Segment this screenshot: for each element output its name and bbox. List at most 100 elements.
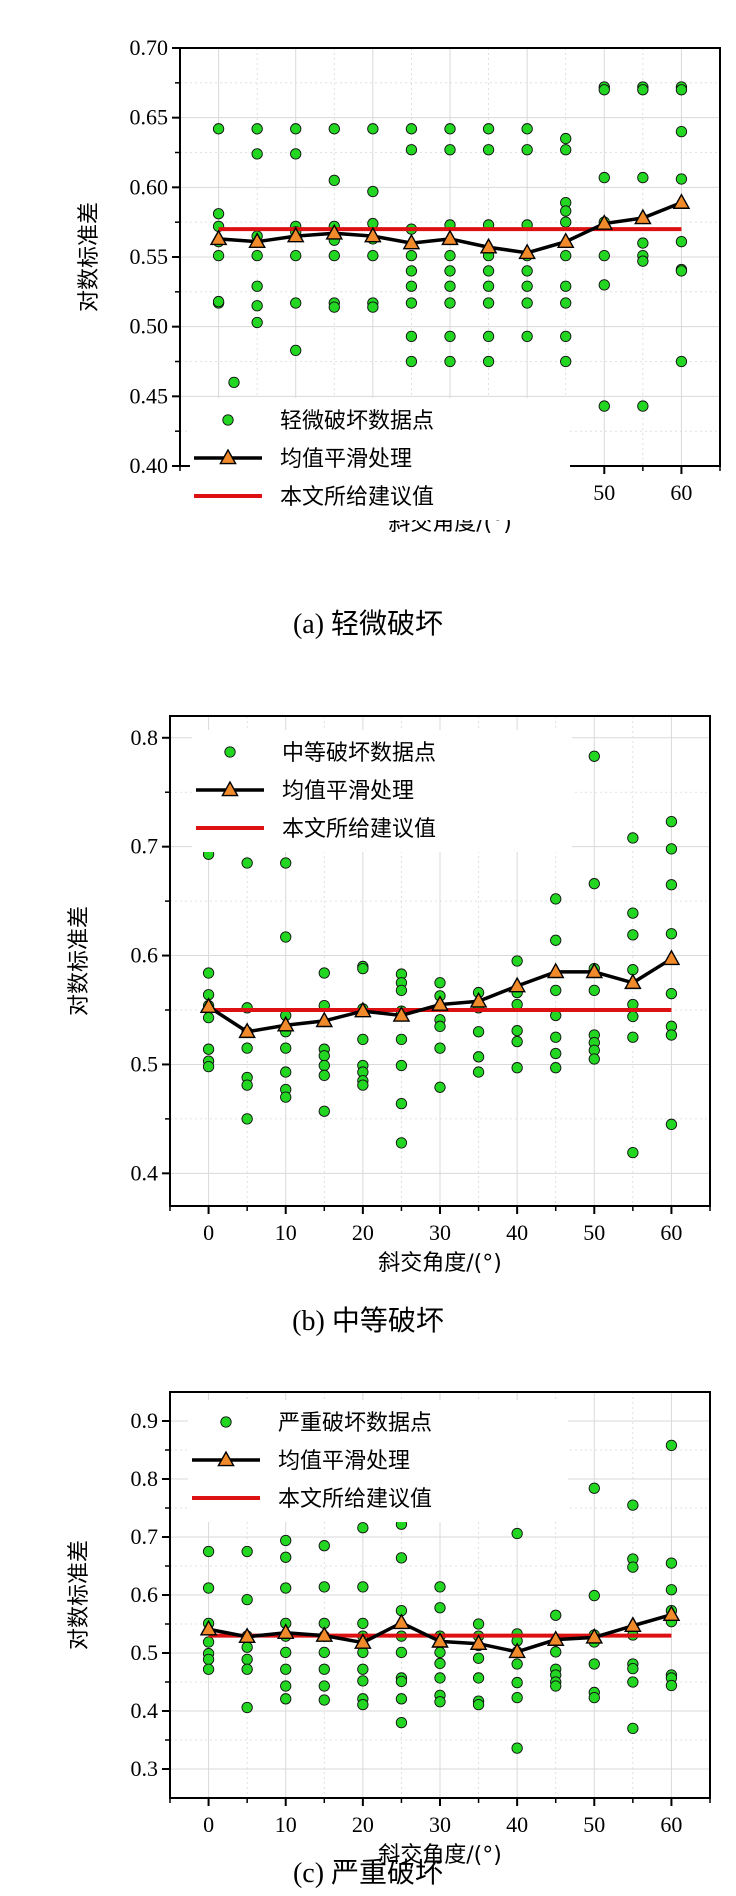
data-point xyxy=(598,84,610,96)
legend-line-label: 均值平滑处理 xyxy=(278,1449,410,1474)
data-point xyxy=(318,967,330,979)
data-point xyxy=(280,1646,292,1659)
data-point xyxy=(627,1010,639,1023)
y-axis-title: 对数标准差 xyxy=(77,202,102,312)
data-point xyxy=(280,1066,292,1078)
data-point xyxy=(434,1696,446,1708)
data-point xyxy=(395,1646,408,1659)
y-tick-label: 0.8 xyxy=(131,725,159,750)
data-point xyxy=(560,205,572,217)
data-point xyxy=(444,297,456,309)
data-point xyxy=(367,249,379,262)
data-point xyxy=(405,280,418,292)
x-axis-title: 斜交角度/(°) xyxy=(378,1843,502,1868)
mean-marker xyxy=(595,214,614,230)
data-point xyxy=(511,1658,523,1670)
data-point xyxy=(550,934,562,946)
data-point xyxy=(241,1701,253,1714)
data-point xyxy=(318,1059,330,1072)
mean-marker xyxy=(248,232,266,248)
mean-marker xyxy=(508,1642,526,1659)
data-point xyxy=(472,1026,485,1038)
data-point xyxy=(328,301,340,313)
legend-scatter-label: 严重破坏数据点 xyxy=(278,1411,432,1436)
mean-marker xyxy=(624,973,642,990)
y-tick-label: 0.5 xyxy=(131,1051,159,1076)
mean-marker xyxy=(469,991,488,1008)
data-point xyxy=(588,1053,600,1065)
mean-marker xyxy=(672,193,691,209)
legend-line-label: 均值平滑处理 xyxy=(282,779,414,804)
data-point xyxy=(444,355,456,368)
data-point xyxy=(251,316,263,329)
mean-marker xyxy=(479,237,498,254)
data-point xyxy=(202,1653,215,1666)
data-point xyxy=(434,1042,446,1054)
y-tick-label: 0.45 xyxy=(130,383,169,408)
mean-marker xyxy=(209,229,228,246)
data-point xyxy=(550,1646,562,1658)
panel-a-slight-damage: 01020304050600.400.450.500.550.600.650.7… xyxy=(77,35,721,640)
data-point xyxy=(627,1676,639,1688)
data-point xyxy=(241,1663,253,1675)
mean-marker xyxy=(199,997,218,1014)
data-point xyxy=(212,208,225,220)
data-point xyxy=(472,1698,485,1711)
data-point xyxy=(202,1043,215,1055)
data-point xyxy=(290,297,302,309)
data-point xyxy=(550,1680,562,1692)
mean-marker xyxy=(634,208,652,225)
data-point xyxy=(482,123,495,135)
data-point xyxy=(251,148,263,160)
data-point xyxy=(202,967,215,979)
data-point xyxy=(560,297,572,309)
data-point xyxy=(511,1062,523,1074)
data-point xyxy=(280,1693,292,1705)
mean-marker xyxy=(508,976,526,993)
mean-marker xyxy=(325,223,344,240)
y-tick-label: 0.4 xyxy=(131,1160,159,1185)
legend-marker-symbol xyxy=(219,448,237,465)
data-point xyxy=(521,123,533,135)
data-point xyxy=(318,1680,330,1692)
x-tick-label: 10 xyxy=(275,1220,297,1245)
data-point xyxy=(280,1582,292,1594)
mean-marker xyxy=(431,995,449,1011)
data-point xyxy=(550,893,562,905)
data-point xyxy=(665,928,678,940)
data-point xyxy=(511,1527,523,1540)
data-point xyxy=(434,1581,446,1593)
data-point xyxy=(395,984,408,997)
data-point xyxy=(588,1692,600,1704)
data-point xyxy=(598,279,610,291)
data-point xyxy=(357,1522,369,1534)
legend-marker-symbol xyxy=(221,780,239,797)
y-axis-title: 对数标准差 xyxy=(67,906,92,1016)
data-point xyxy=(444,280,456,292)
data-point xyxy=(434,1020,446,1032)
data-point xyxy=(357,1675,369,1687)
data-point xyxy=(521,144,533,156)
data-point xyxy=(665,1439,678,1452)
y-tick-label: 0.50 xyxy=(130,314,169,339)
data-point xyxy=(444,265,456,277)
legend-scatter-label: 轻微破坏数据点 xyxy=(280,409,434,434)
data-point xyxy=(405,249,418,262)
data-point xyxy=(627,929,639,941)
data-point xyxy=(588,878,600,890)
data-point xyxy=(511,1035,523,1048)
y-tick-label: 0.8 xyxy=(131,1466,159,1491)
legend-ref-label: 本文所给建议值 xyxy=(280,485,434,510)
y-tick-label: 0.70 xyxy=(130,35,169,60)
mean-marker xyxy=(585,1627,604,1644)
data-point xyxy=(511,1025,523,1037)
data-point xyxy=(357,1698,369,1711)
x-tick-label: 50 xyxy=(583,1220,605,1245)
data-point xyxy=(202,1636,215,1648)
mean-marker xyxy=(624,1616,642,1633)
legend-ref-label: 本文所给建议值 xyxy=(282,817,436,842)
data-point xyxy=(665,1557,678,1569)
legend-scatter-symbol xyxy=(222,414,234,426)
panel-caption: (c) 严重破坏 xyxy=(293,1857,443,1889)
